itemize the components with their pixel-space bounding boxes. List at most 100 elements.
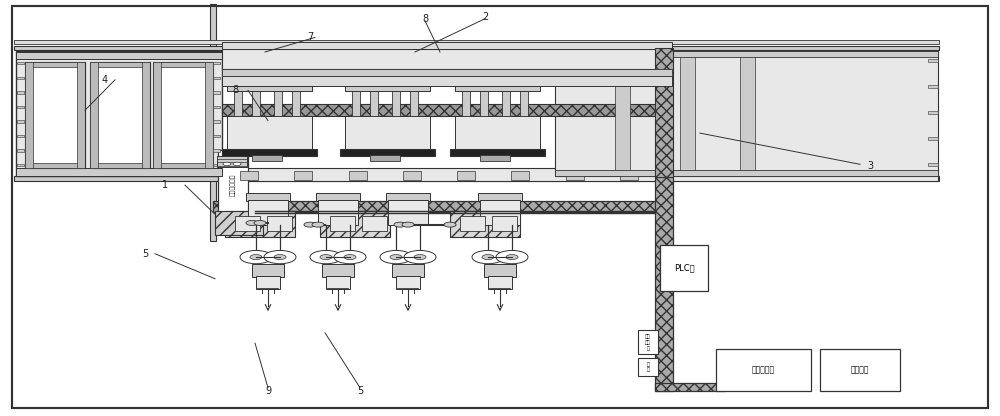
Bar	[716, 349, 811, 391]
Bar	[16, 51, 222, 176]
Bar	[340, 149, 435, 156]
Bar	[928, 163, 938, 166]
Text: 9: 9	[265, 386, 271, 396]
Circle shape	[390, 255, 402, 260]
Circle shape	[264, 250, 296, 264]
Bar	[17, 77, 24, 79]
Bar	[222, 104, 672, 116]
Bar	[274, 89, 282, 116]
Bar	[410, 89, 418, 116]
Bar	[488, 276, 512, 289]
Bar	[25, 62, 33, 168]
Bar	[457, 171, 475, 180]
Bar	[655, 383, 725, 391]
Bar	[14, 176, 939, 181]
Bar	[225, 211, 295, 237]
Bar	[153, 163, 213, 168]
Bar	[740, 57, 755, 170]
Circle shape	[254, 220, 266, 225]
Bar	[17, 120, 24, 123]
Bar	[17, 149, 24, 152]
Bar	[142, 62, 150, 168]
Bar	[227, 116, 312, 149]
Bar	[352, 89, 360, 116]
Bar	[370, 155, 400, 161]
Bar	[153, 62, 161, 168]
Bar	[320, 211, 390, 237]
Circle shape	[444, 222, 456, 227]
Circle shape	[344, 255, 356, 260]
Bar	[615, 57, 630, 170]
Bar	[294, 171, 312, 180]
Circle shape	[380, 250, 412, 264]
Bar	[620, 171, 638, 180]
Bar	[213, 149, 220, 152]
Bar	[502, 89, 510, 116]
Bar	[460, 216, 485, 231]
Bar	[213, 135, 220, 137]
Bar	[455, 86, 540, 91]
Bar	[14, 46, 939, 50]
Bar	[492, 216, 517, 231]
Text: 照
相: 照 相	[647, 362, 649, 372]
Bar	[330, 216, 355, 231]
Bar	[17, 91, 24, 94]
Bar	[555, 170, 938, 176]
Bar	[14, 40, 939, 44]
Bar	[478, 193, 522, 201]
Bar	[345, 116, 430, 149]
Bar	[322, 264, 354, 277]
Circle shape	[250, 255, 262, 260]
Bar	[17, 164, 24, 166]
Bar	[820, 349, 900, 391]
Bar	[392, 264, 424, 277]
Text: 3: 3	[867, 161, 873, 171]
Bar	[511, 171, 529, 180]
Bar	[256, 276, 280, 289]
Text: 2: 2	[482, 12, 488, 22]
Bar	[25, 62, 85, 67]
Bar	[240, 171, 258, 180]
Bar	[215, 211, 263, 235]
Bar	[480, 200, 520, 225]
Text: 4: 4	[102, 75, 108, 85]
Bar	[520, 89, 528, 116]
Circle shape	[404, 250, 436, 264]
Bar	[345, 86, 430, 91]
Bar	[462, 89, 470, 116]
Bar	[555, 51, 938, 176]
Bar	[638, 330, 658, 354]
Bar	[484, 264, 516, 277]
Bar	[928, 59, 938, 62]
Circle shape	[506, 255, 518, 260]
Bar	[480, 155, 510, 161]
Bar	[638, 358, 658, 376]
Bar	[246, 193, 290, 201]
Circle shape	[304, 222, 316, 227]
Bar	[292, 89, 300, 116]
Bar	[90, 62, 150, 67]
Bar	[252, 155, 282, 161]
Bar	[17, 62, 24, 64]
Bar	[566, 171, 584, 180]
Bar	[403, 171, 421, 180]
Bar	[90, 62, 98, 168]
Circle shape	[223, 162, 231, 166]
Bar	[386, 193, 430, 201]
Circle shape	[233, 162, 241, 166]
Bar	[213, 62, 220, 64]
Bar	[235, 216, 260, 231]
Text: 控制线控制柜: 控制线控制柜	[230, 174, 236, 196]
Text: 机器
人接
口: 机器 人接 口	[645, 334, 651, 351]
Bar	[450, 211, 520, 237]
Circle shape	[274, 255, 286, 260]
Bar	[928, 85, 938, 89]
Bar	[210, 4, 216, 241]
Text: 8: 8	[232, 85, 238, 95]
Bar	[252, 264, 284, 277]
Bar	[222, 69, 672, 76]
Text: PLC柜: PLC柜	[674, 264, 694, 273]
Circle shape	[496, 250, 528, 264]
Bar	[480, 89, 488, 116]
Bar	[17, 106, 24, 108]
